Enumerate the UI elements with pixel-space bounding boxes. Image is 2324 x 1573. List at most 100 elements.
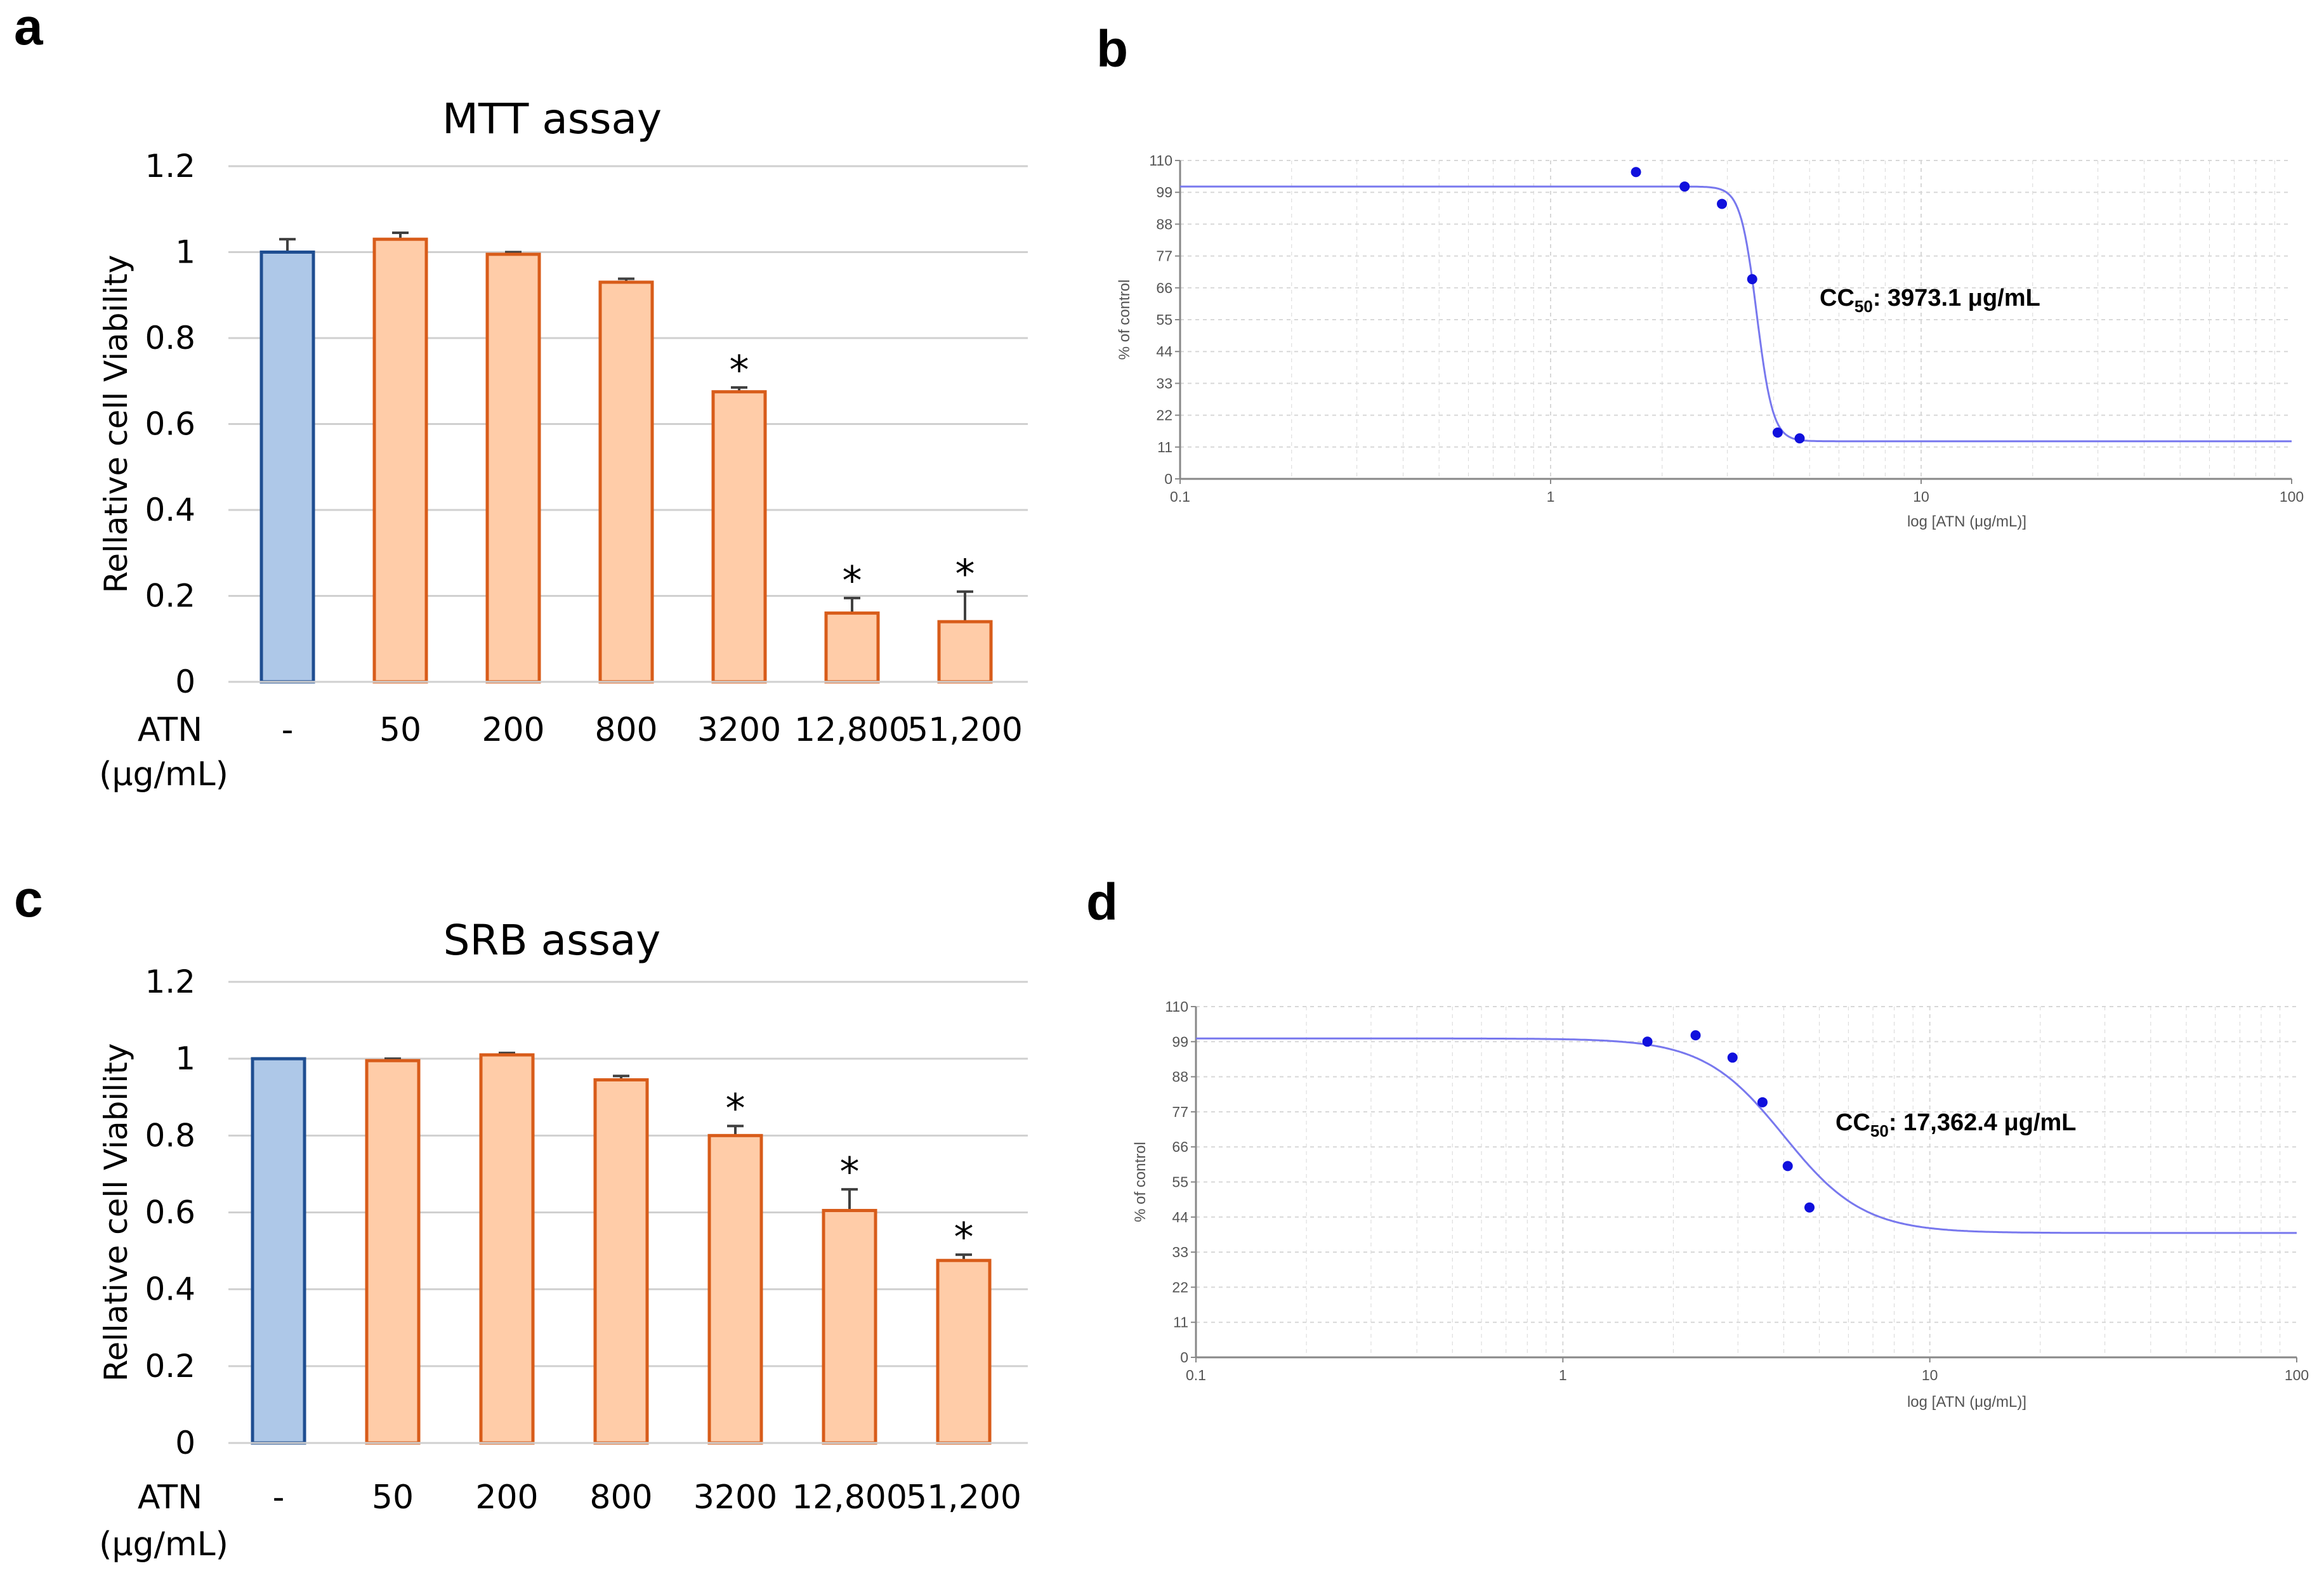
cc50-subscript: 50 [1855,297,1873,316]
y-tick-label: 55 [1172,1174,1188,1191]
significance-star: * [954,1214,974,1260]
y-tick-label: 11 [1173,1314,1188,1331]
y-tick-label: 77 [1172,1104,1188,1120]
bar-12,800 [822,1208,877,1445]
significance-star: * [730,347,749,393]
cc50-annotation: CC50: 3973.1 μg/mL [1820,285,2040,316]
y-tick-label: 44 [1172,1209,1188,1225]
y-axis-label: % of control [1132,1142,1149,1222]
bar-200 [485,252,541,684]
bar-51,200 [936,1258,992,1445]
x-tick-label: 100 [2285,1367,2309,1383]
significance-star: * [843,558,862,604]
data-point [1794,433,1805,444]
data-point [1747,274,1757,285]
x-tick-label: 200 [482,711,544,749]
y-tick-label: 0.4 [145,1271,195,1308]
panel-label: a [14,0,44,56]
y-tick-label: 44 [1156,343,1172,360]
bar-3200 [707,1133,763,1445]
y-axis-label: Rellative cell Viability [98,255,135,594]
cc50-annotation: CC50: 17,362.4 μg/mL [1835,1109,2077,1140]
x-tick-label: 12,800 [794,711,910,749]
cc50-value: : 3973.1 μg/mL [1873,285,2040,311]
data-point [1717,199,1728,209]
fit-curve [1180,185,2292,443]
y-tick-label: 99 [1172,1033,1188,1050]
y-tick-label: 66 [1156,280,1172,296]
data-point [1642,1036,1653,1047]
y-tick-label: 0.2 [145,578,195,615]
bar-3200 [711,390,767,684]
bar-50 [372,237,428,684]
y-tick-label: 88 [1172,1069,1188,1085]
data-point [1679,181,1690,192]
x-tick-label: 200 [475,1478,538,1517]
y-tick-label: 88 [1156,216,1172,232]
x-axis-label: ATN [138,711,202,749]
panel-c: c SRB assay 0 0.2 0.4 0.6 0.8 1 1.2 Rellative cel… [14,870,1028,1563]
y-tick-label: 1 [175,234,195,271]
data-point [1727,1052,1738,1063]
y-tick-label: 1.2 [145,148,195,185]
y-tick-label: 0 [175,1425,195,1461]
y-tick-label: 22 [1172,1279,1188,1295]
y-tick-label: 0 [1164,471,1172,487]
y-tick-label: 11 [1157,439,1172,455]
x-tick-label: 1 [1547,488,1555,505]
y-axis-label: % of control [1116,280,1133,360]
bar-200 [479,1053,535,1445]
cc50-prefix: CC [1835,1109,1870,1136]
y-axis-label: Rellative cell Viability [98,1043,135,1382]
significance-star: * [726,1085,745,1132]
cc50-prefix: CC [1820,285,1855,311]
x-tick-label: 3200 [697,711,781,749]
y-tick-label: 0.4 [145,492,195,528]
x-tick-label: 800 [594,711,657,749]
panel-label: d [1086,873,1118,931]
cc50-subscript: 50 [1870,1121,1889,1140]
x-tick-label: 100 [2280,488,2304,505]
y-tick-label: 110 [1149,152,1172,169]
y-tick-label: 66 [1172,1139,1188,1155]
data-point [1757,1097,1768,1107]
panel-a: a MTT assay 0 0.2 0.4 0.6 0.8 1 1.2 Rellative cel… [14,0,1028,793]
x-tick-label: 50 [372,1478,414,1517]
y-tick-label: 77 [1156,248,1172,264]
x-tick-label: 0.1 [1186,1367,1206,1383]
y-tick-label: 0 [1180,1349,1188,1366]
bar-50 [365,1059,421,1445]
x-axis-label: ATN [138,1478,202,1517]
x-tick-label: - [282,711,294,749]
y-tick-label: 0 [175,663,195,700]
panel-label: b [1096,20,1128,78]
x-tick-label: 3200 [693,1478,777,1517]
bar-12,800 [824,611,880,684]
y-tick-label: 22 [1156,407,1172,424]
y-tick-label: 1.2 [145,963,195,1000]
x-tick-label: 50 [379,711,421,749]
y-tick-label: 0.8 [145,320,195,356]
x-tick-label: 800 [589,1478,652,1517]
x-tick-label: 10 [1913,488,1929,505]
bar-control [259,251,315,684]
significance-star: * [840,1149,860,1195]
data-point [1782,1161,1793,1172]
x-tick-label: 1 [1559,1367,1567,1383]
bar-51,200 [937,620,993,684]
x-tick-label: 51,200 [906,1478,1021,1517]
cc50-value: : 17,362.4 μg/mL [1889,1109,2077,1136]
bar-control [251,1057,306,1445]
x-axis-unit: (μg/mL) [99,1525,228,1563]
y-tick-label: 110 [1165,998,1188,1015]
x-axis-unit: (μg/mL) [99,755,228,793]
x-tick-label: 0.1 [1170,488,1190,505]
x-tick-label: - [273,1478,285,1517]
y-tick-label: 33 [1156,375,1172,391]
x-tick-label: 12,800 [792,1478,907,1517]
data-point [1631,167,1641,178]
x-tick-label: 51,200 [907,711,1023,749]
x-axis-label: log [ATN (μg/mL)] [1907,1394,2026,1411]
